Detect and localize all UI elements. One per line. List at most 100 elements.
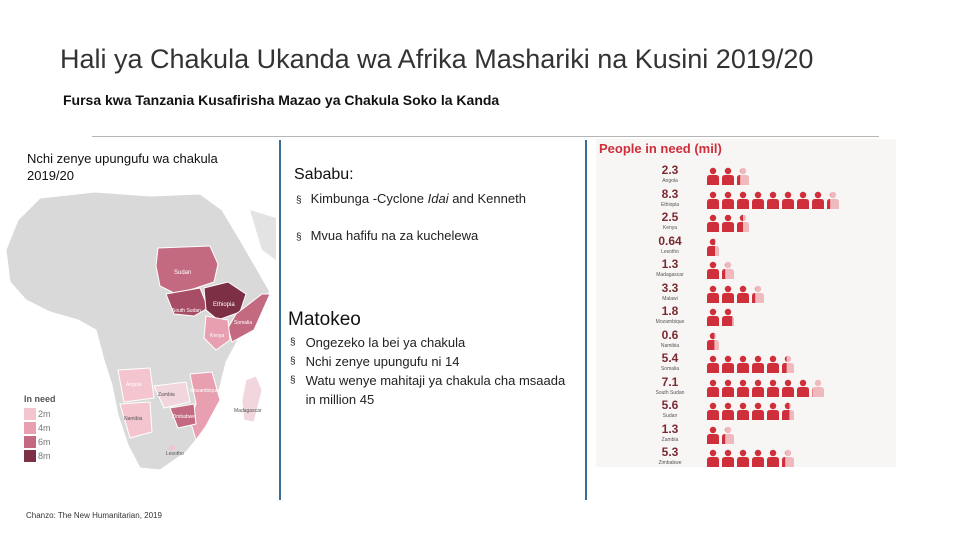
person-icon xyxy=(811,191,825,214)
people-value: 8.3 xyxy=(661,186,679,201)
cause-item: § Mvua hafifu na za kuchelewa xyxy=(296,228,479,243)
label-somalia: Somalia xyxy=(234,320,252,326)
country-name: Namibia xyxy=(660,342,680,349)
people-panel-title: People in need (mil) xyxy=(599,141,722,156)
people-value: 1.3 xyxy=(661,257,679,271)
person-icon xyxy=(736,402,750,425)
person-icons xyxy=(706,332,720,355)
person-icon xyxy=(706,402,720,425)
people-row: 5.4 Somalia xyxy=(596,351,896,380)
country-name: Angola xyxy=(662,178,678,184)
country-name: Zimbabwe xyxy=(658,460,682,466)
person-icon xyxy=(781,355,795,378)
country-name: Ethiopia xyxy=(660,201,680,208)
people-value: 0.64 xyxy=(658,233,682,248)
person-icon xyxy=(796,191,810,214)
people-row: 2.5 Kenya xyxy=(596,210,896,239)
people-row: 1.3 Zambia xyxy=(596,422,896,451)
person-icon xyxy=(721,285,735,308)
effect-item: § Nchi zenye upungufu ni 14 xyxy=(290,354,460,369)
lesotho-shape xyxy=(169,445,175,451)
zimbabwe-shape xyxy=(169,403,197,429)
person-icon xyxy=(751,285,765,308)
person-icons xyxy=(706,191,840,214)
effect-item: § Ongezeko la bei ya chakula xyxy=(290,335,466,350)
legend-swatch xyxy=(24,450,36,462)
person-icon xyxy=(721,426,735,449)
madagascar-shape xyxy=(241,375,263,423)
person-icon xyxy=(766,402,780,425)
person-icon xyxy=(751,449,765,472)
people-row: 1.3 Madagascar xyxy=(596,257,896,286)
person-icon xyxy=(706,426,720,449)
slide-subtitle: Fursa kwa Tanzania Kusafirisha Mazao ya … xyxy=(63,92,500,108)
person-icon xyxy=(736,355,750,378)
slide-title: Hali ya Chakula Ukanda wa Afrika Mashari… xyxy=(60,44,814,74)
people-row: 0.64 Lesotho xyxy=(596,234,896,263)
people-value: 3.3 xyxy=(661,280,679,295)
person-icons xyxy=(706,308,735,331)
person-icon xyxy=(721,308,735,331)
person-icon xyxy=(781,402,795,425)
country-name: Mozambique xyxy=(655,319,685,325)
country-name: Kenya xyxy=(662,225,678,231)
label-lesotho: Lesotho xyxy=(166,451,184,457)
label-zimbabwe: Zimbabwe xyxy=(172,414,195,420)
person-icon xyxy=(766,191,780,214)
country-name: Sudan xyxy=(662,413,678,419)
cause-item: § Kimbunga -Cyclone Idai and Kenneth xyxy=(296,191,526,206)
effects-heading: Matokeo xyxy=(288,309,361,330)
person-icon xyxy=(721,214,735,237)
person-icon xyxy=(751,191,765,214)
country-name: Somalia xyxy=(660,366,680,372)
country-name: Madagascar xyxy=(656,272,684,278)
person-icons xyxy=(706,214,750,237)
bullet-icon: § xyxy=(290,337,296,348)
person-icon xyxy=(721,191,735,214)
person-icon xyxy=(706,238,720,261)
person-icons xyxy=(706,261,735,284)
person-icons xyxy=(706,285,765,308)
legend-label: 4m xyxy=(38,423,51,433)
person-icon xyxy=(811,379,825,402)
legend-title: In need xyxy=(24,394,56,404)
person-icon xyxy=(796,379,810,402)
label-sudan: Sudan xyxy=(174,270,191,276)
person-icons xyxy=(706,426,735,449)
effect-item: § Watu wenye mahitaji ya chakula cha msaa… xyxy=(290,373,566,407)
people-value: 2.3 xyxy=(661,163,679,177)
person-icon xyxy=(706,355,720,378)
people-row: 8.3 Ethiopia xyxy=(596,187,896,216)
label-ethiopia: Ethiopia xyxy=(213,302,235,308)
label-zambia: Zambia xyxy=(158,392,175,398)
legend-label: 6m xyxy=(38,437,51,447)
people-row: 5.3 Zimbabwe xyxy=(596,445,896,474)
map-heading: Nchi zenye upungufu wa chakula 2019/20 xyxy=(27,151,218,183)
person-icon xyxy=(721,379,735,402)
person-icon xyxy=(751,379,765,402)
south-sudan-shape xyxy=(165,287,209,317)
people-row: 2.3 Angola xyxy=(596,163,896,192)
source-credit: Chanzo: The New Humanitarian, 2019 xyxy=(26,511,162,520)
person-icon xyxy=(826,191,840,214)
person-icons xyxy=(706,379,825,402)
person-icon xyxy=(781,379,795,402)
angola-shape xyxy=(117,367,155,403)
person-icon xyxy=(736,214,750,237)
legend-swatch xyxy=(24,408,36,420)
africa-food-deficit-map: Sudan South Sudan Ethiopia Somalia Kenya… xyxy=(5,191,276,471)
causes-heading: Sababu: xyxy=(294,166,354,183)
person-icon xyxy=(736,167,750,190)
label-south-sudan: South Sudan xyxy=(172,308,201,314)
bullet-icon: § xyxy=(296,232,302,243)
people-value: 1.3 xyxy=(661,421,679,436)
people-in-need-panel: People in need (mil) 2.3 Angola 8.3 Ethiopi… xyxy=(596,139,896,467)
people-row: 0.6 Namibia xyxy=(596,328,896,357)
column-divider-left xyxy=(279,140,281,500)
bullet-icon: § xyxy=(290,356,296,367)
country-name: Malawi xyxy=(662,295,678,302)
person-icon xyxy=(751,402,765,425)
effects-list: § Ongezeko la bei ya chakula § Nchi zenye … xyxy=(290,333,575,409)
person-icons xyxy=(706,449,795,472)
label-angola: Angola xyxy=(126,382,142,388)
